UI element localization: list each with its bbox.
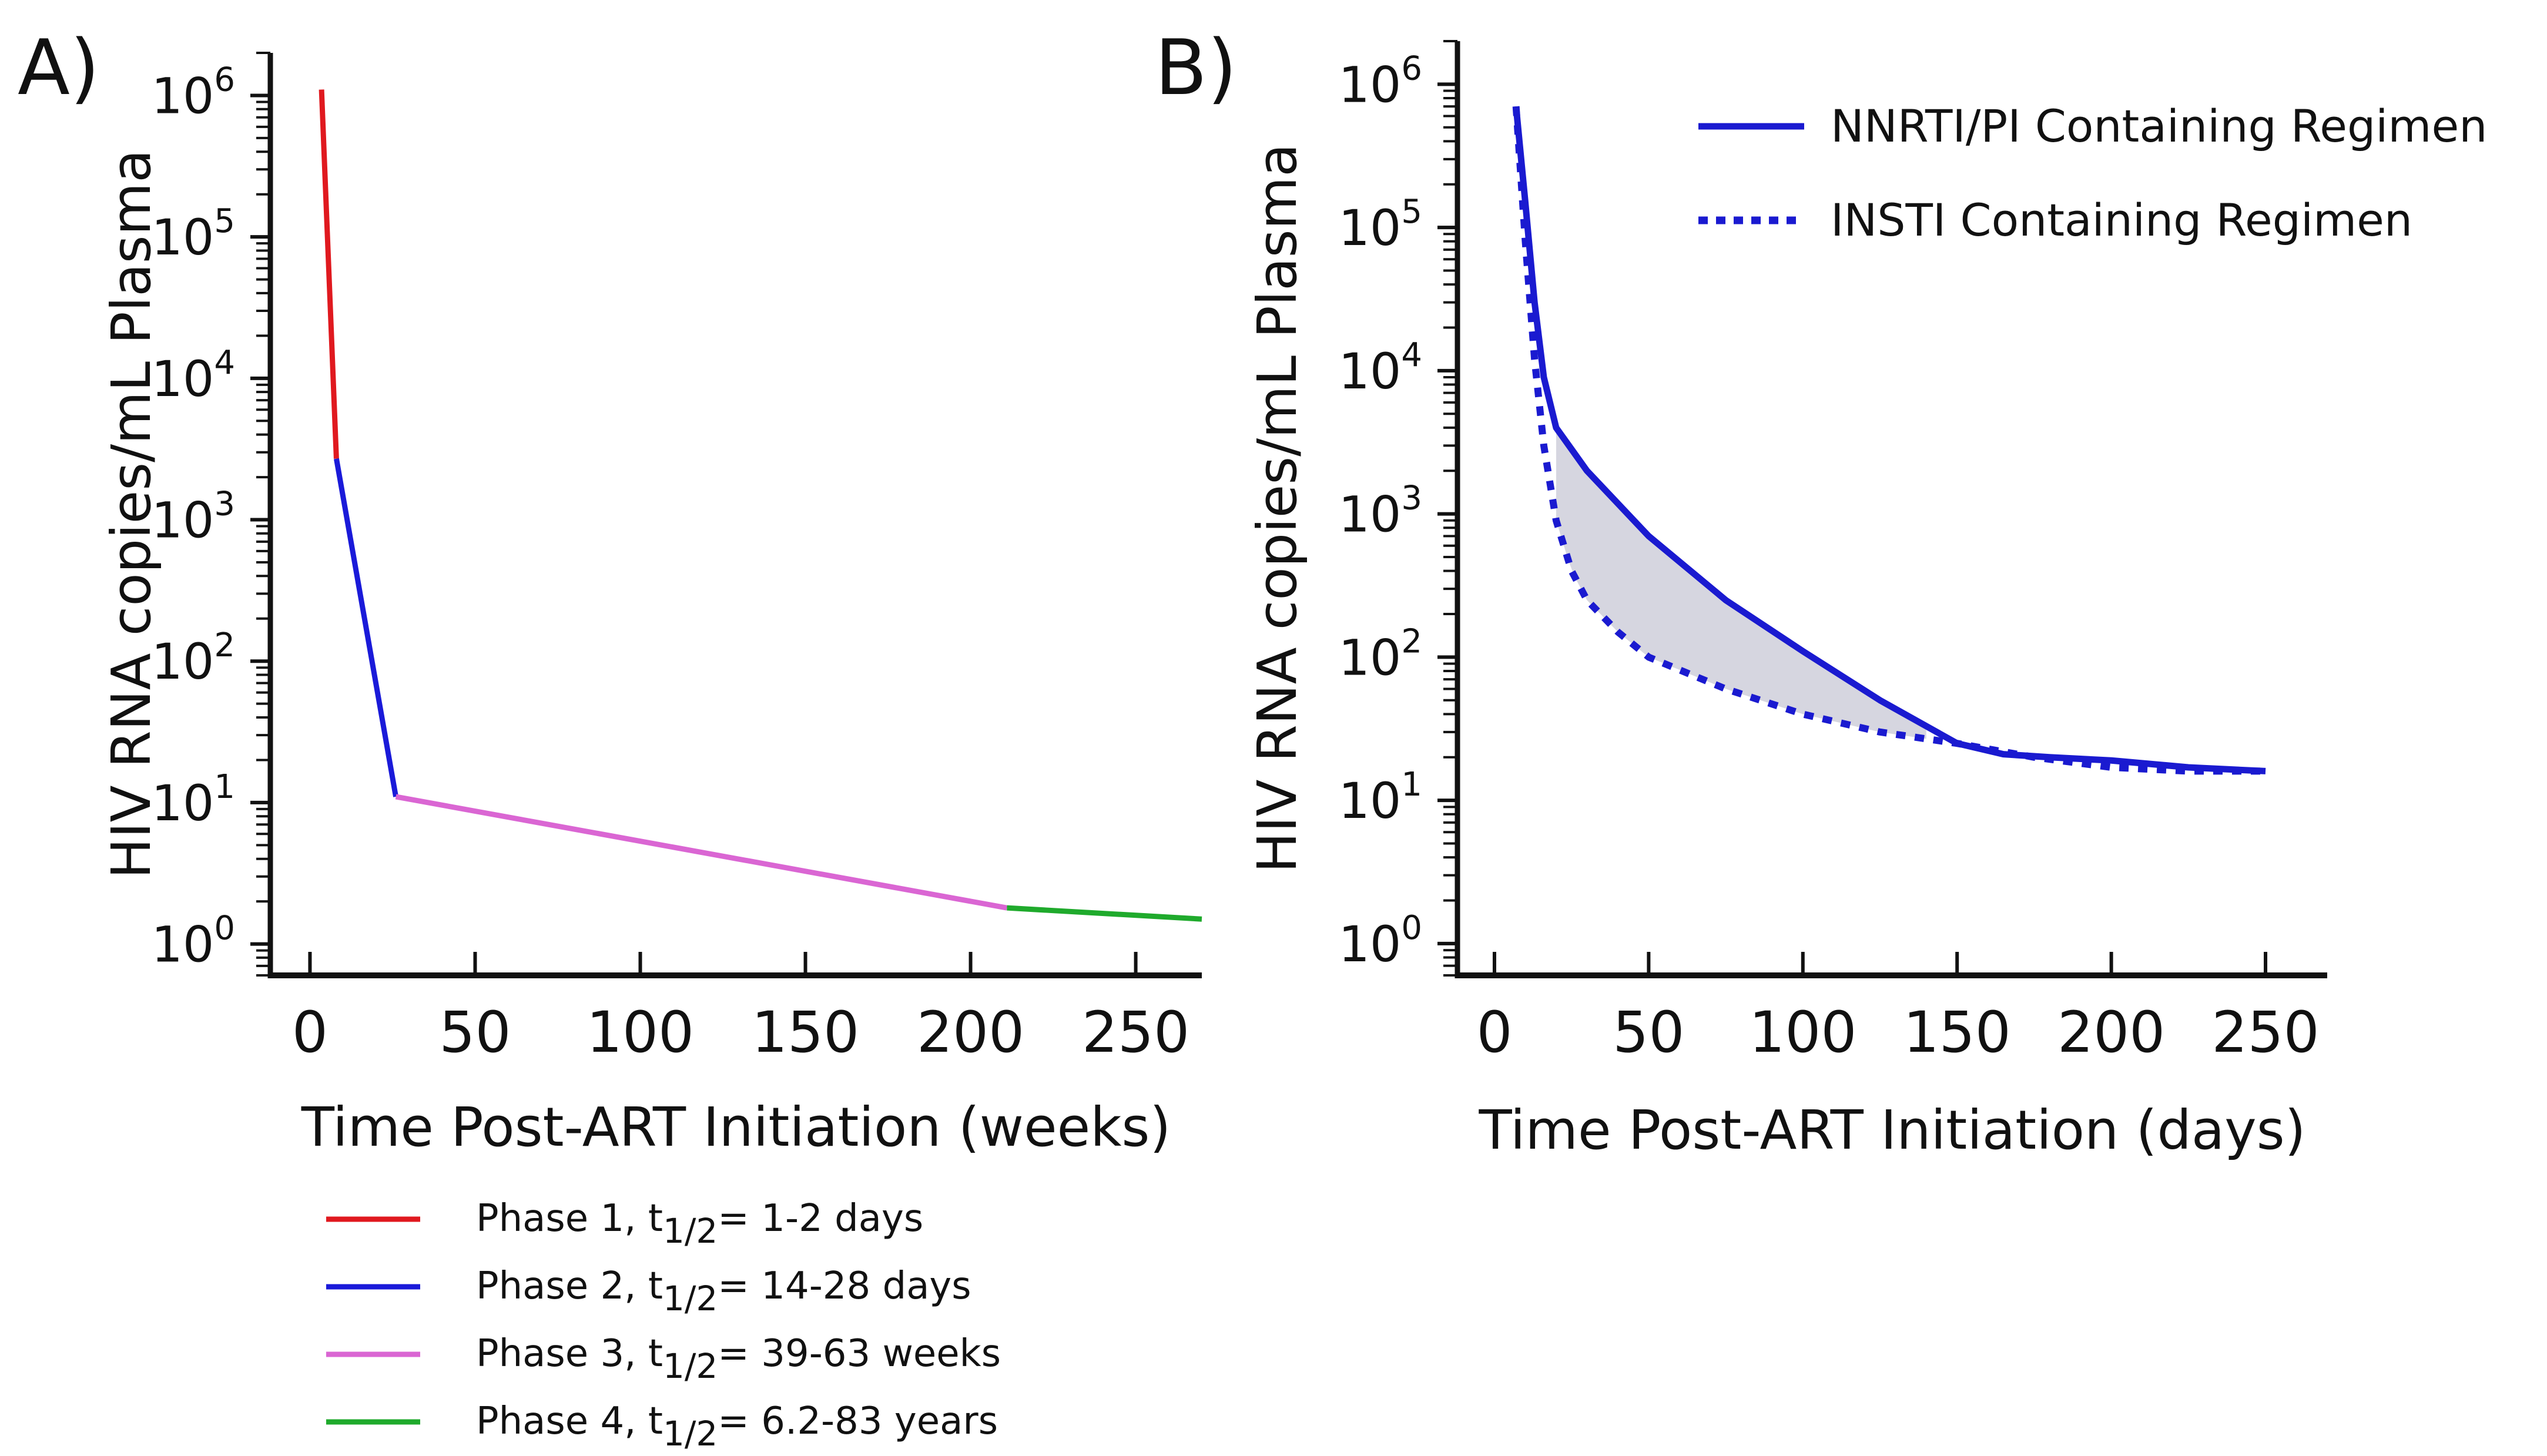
y-tick-exponent: 6 bbox=[214, 61, 235, 99]
x-tick-label: 250 bbox=[2211, 999, 2319, 1065]
panel-b-label: B) bbox=[1155, 23, 1237, 112]
y-tick-exponent: 2 bbox=[214, 626, 235, 665]
y-tick-base: 10 bbox=[151, 209, 214, 266]
x-tick-label: 50 bbox=[439, 999, 511, 1065]
legend-label: Phase 3, t1/2= 39-63 weeks bbox=[476, 1332, 1001, 1386]
y-tick-label: 100 bbox=[1338, 909, 1422, 973]
y-tick-base: 10 bbox=[151, 492, 214, 549]
y-tick-base: 10 bbox=[1338, 56, 1401, 113]
x-axis-title: Time Post-ART Initiation (weeks) bbox=[301, 1096, 1171, 1159]
y-tick-label: 106 bbox=[151, 61, 235, 125]
legend-label: Phase 2, t1/2= 14-28 days bbox=[476, 1264, 971, 1319]
legend-label: INSTI Containing Regimen bbox=[1831, 194, 2412, 246]
y-tick-base: 10 bbox=[151, 916, 214, 974]
legend-label-subscript: 1/2 bbox=[663, 1414, 718, 1454]
y-tick-base: 10 bbox=[151, 774, 214, 832]
y-axis-title: HIV RNA copies/mL Plasma bbox=[100, 149, 163, 878]
x-tick-label: 50 bbox=[1613, 999, 1684, 1065]
legend-label: NNRTI/PI Containing Regimen bbox=[1831, 100, 2487, 152]
y-axis-title: HIV RNA copies/mL Plasma bbox=[1246, 143, 1309, 873]
y-tick-base: 10 bbox=[1338, 343, 1401, 400]
y-tick-exponent: 5 bbox=[1401, 193, 1422, 231]
y-tick-exponent: 3 bbox=[214, 485, 235, 524]
y-tick-label: 101 bbox=[1338, 766, 1422, 830]
x-tick-label: 0 bbox=[292, 999, 328, 1065]
y-tick-exponent: 4 bbox=[1401, 336, 1422, 374]
y-tick-base: 10 bbox=[151, 633, 214, 690]
series-line-phase-1 bbox=[319, 89, 339, 459]
series-line-insti-containing-regimen bbox=[1512, 106, 2266, 775]
panel-a-label: A) bbox=[18, 23, 100, 112]
y-tick-label: 105 bbox=[1338, 193, 1422, 257]
legend-label-suffix: = 14-28 days bbox=[718, 1264, 971, 1308]
legend-label-prefix: Phase 3, t bbox=[476, 1332, 663, 1376]
legend-label-suffix: = 6.2-83 years bbox=[718, 1400, 998, 1443]
x-tick-label: 250 bbox=[1082, 999, 1189, 1065]
y-tick-exponent: 4 bbox=[214, 344, 235, 382]
y-tick-exponent: 1 bbox=[214, 768, 235, 806]
y-tick-label: 102 bbox=[151, 626, 235, 690]
x-tick-label: 100 bbox=[587, 999, 694, 1065]
x-tick-label: 0 bbox=[1476, 999, 1512, 1065]
y-tick-exponent: 2 bbox=[1401, 622, 1422, 660]
y-tick-base: 10 bbox=[1338, 629, 1401, 686]
y-tick-exponent: 0 bbox=[1401, 909, 1422, 947]
y-tick-label: 105 bbox=[151, 202, 235, 266]
y-tick-label: 104 bbox=[151, 344, 235, 408]
series-line-phase-4 bbox=[1007, 905, 1202, 922]
y-tick-base: 10 bbox=[1338, 199, 1401, 257]
legend-label-prefix: Phase 2, t bbox=[476, 1264, 663, 1308]
y-tick-exponent: 0 bbox=[214, 910, 235, 948]
x-tick-label: 100 bbox=[1749, 999, 1856, 1065]
x-tick-label: 200 bbox=[2057, 999, 2165, 1065]
series-line-phase-3 bbox=[395, 794, 1008, 911]
y-tick-label: 100 bbox=[151, 910, 235, 974]
legend-label-subscript: 1/2 bbox=[663, 1211, 718, 1251]
y-tick-label: 101 bbox=[151, 768, 235, 832]
legend-label: Phase 1, t1/2= 1-2 days bbox=[476, 1197, 923, 1251]
legend-label: Phase 4, t1/2= 6.2-83 years bbox=[476, 1400, 998, 1454]
y-tick-exponent: 1 bbox=[1401, 766, 1422, 804]
y-tick-exponent: 5 bbox=[214, 202, 235, 240]
legend-label-subscript: 1/2 bbox=[663, 1346, 718, 1386]
x-tick-label: 150 bbox=[752, 999, 859, 1065]
series-line-nnrti-pi-containing-regimen bbox=[1513, 106, 2266, 774]
legend-label-prefix: Phase 1, t bbox=[476, 1197, 663, 1240]
legend-label-suffix: = 39-63 weeks bbox=[718, 1332, 1001, 1376]
y-tick-label: 103 bbox=[151, 485, 235, 549]
legend-label-suffix: = 1-2 days bbox=[718, 1197, 923, 1240]
y-tick-label: 102 bbox=[1338, 622, 1422, 686]
y-tick-base: 10 bbox=[151, 67, 214, 125]
x-tick-label: 200 bbox=[917, 999, 1024, 1065]
y-tick-base: 10 bbox=[1338, 915, 1401, 973]
y-tick-base: 10 bbox=[1338, 772, 1401, 830]
y-tick-label: 106 bbox=[1338, 49, 1422, 113]
x-axis-title: Time Post-ART Initiation (days) bbox=[1478, 1099, 2305, 1162]
y-tick-exponent: 3 bbox=[1401, 479, 1422, 518]
legend-label-prefix: Phase 4, t bbox=[476, 1400, 663, 1443]
y-tick-label: 104 bbox=[1338, 336, 1422, 400]
legend-label-subscript: 1/2 bbox=[663, 1279, 718, 1319]
y-tick-exponent: 6 bbox=[1401, 49, 1422, 88]
y-tick-base: 10 bbox=[151, 350, 214, 408]
series-line-phase-2 bbox=[333, 458, 399, 797]
y-tick-base: 10 bbox=[1338, 486, 1401, 544]
x-tick-label: 150 bbox=[1903, 999, 2011, 1065]
y-tick-label: 103 bbox=[1338, 479, 1422, 544]
